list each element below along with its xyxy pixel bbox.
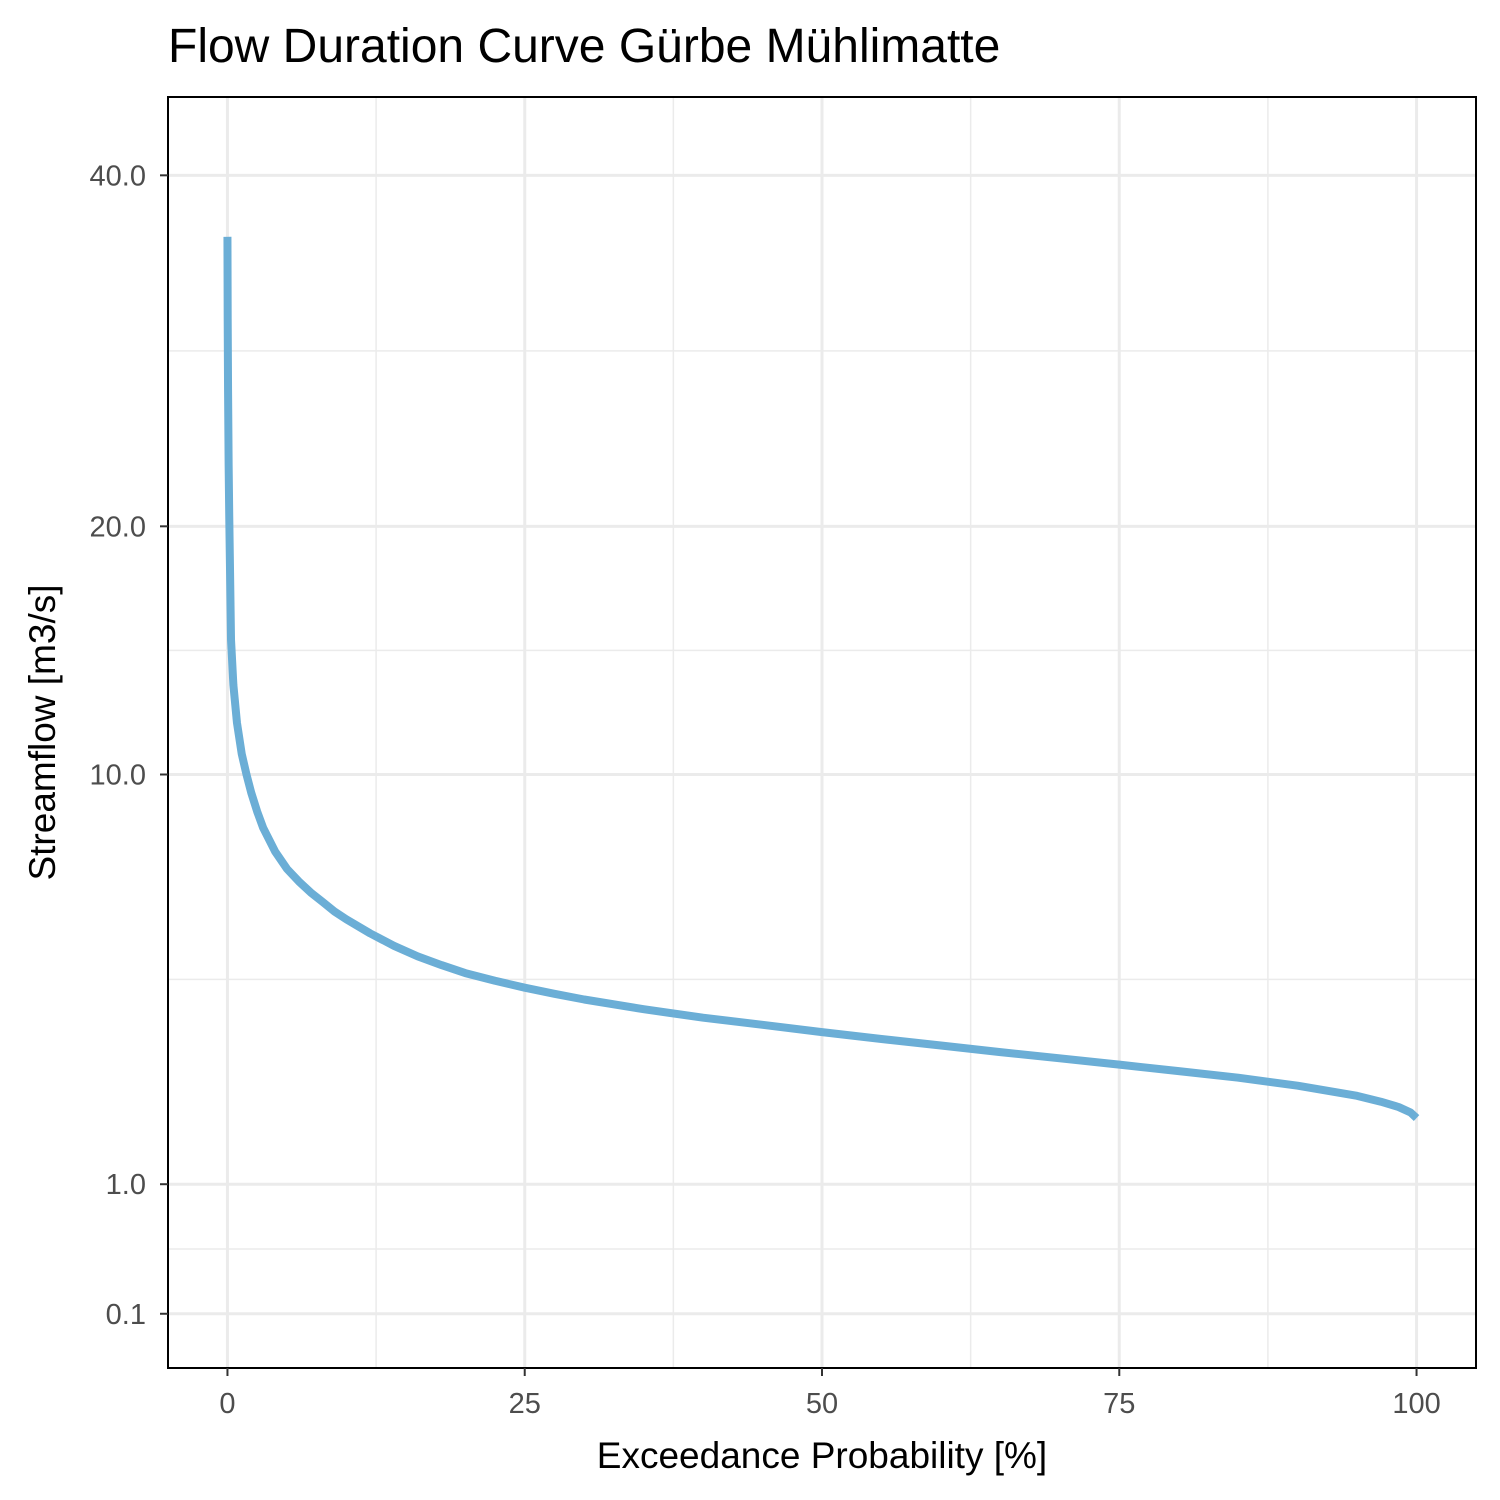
x-tick-label: 50 <box>806 1388 838 1420</box>
x-tick-label: 75 <box>1103 1388 1135 1420</box>
series-line-streamflow <box>223 236 1420 1121</box>
x-axis: 0 25 50 75 100 <box>219 1368 1441 1420</box>
x-tick-label: 25 <box>509 1388 541 1420</box>
x-tick-label: 100 <box>1392 1388 1440 1420</box>
y-tick-label: 20.0 <box>90 511 146 543</box>
x-axis-label: Exceedance Probability [%] <box>597 1435 1047 1476</box>
chart-title: Flow Duration Curve Gürbe Mühlimatte <box>168 20 1000 73</box>
plot-panel <box>167 96 1477 1369</box>
y-axis-label: Streamflow [m3/s] <box>22 584 63 880</box>
y-tick-label: 40.0 <box>90 160 146 192</box>
y-tick-label: 0.1 <box>106 1299 146 1331</box>
y-tick-label: 1.0 <box>106 1169 146 1201</box>
y-tick-label: 10.0 <box>90 760 146 792</box>
x-tick-label: 0 <box>219 1388 235 1420</box>
y-axis: 0.1 1.0 10.0 20.0 40.0 <box>90 160 168 1331</box>
